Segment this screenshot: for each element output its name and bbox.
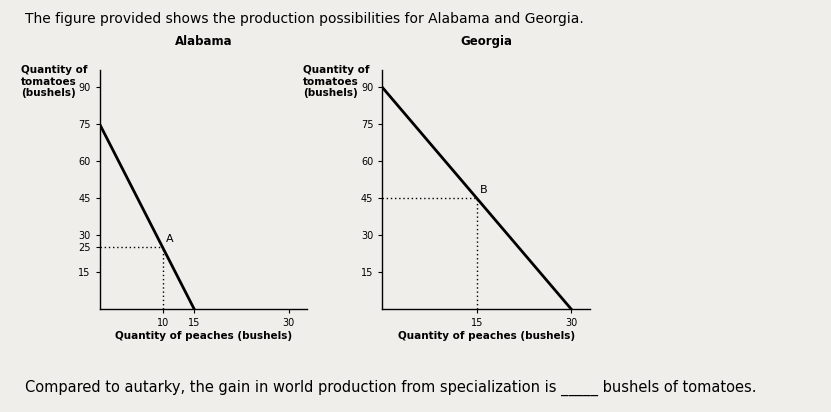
Text: Quantity of
tomatoes
(bushels): Quantity of tomatoes (bushels)	[303, 65, 370, 98]
Text: Compared to autarky, the gain in world production from specialization is _____ b: Compared to autarky, the gain in world p…	[25, 379, 756, 396]
X-axis label: Quantity of peaches (bushels): Quantity of peaches (bushels)	[397, 331, 575, 341]
Text: Quantity of
tomatoes
(bushels): Quantity of tomatoes (bushels)	[21, 65, 87, 98]
X-axis label: Quantity of peaches (bushels): Quantity of peaches (bushels)	[115, 331, 293, 341]
Text: B: B	[479, 185, 488, 195]
Title: Alabama: Alabama	[175, 35, 233, 48]
Text: A: A	[166, 234, 174, 244]
Text: The figure provided shows the production possibilities for Alabama and Georgia.: The figure provided shows the production…	[25, 12, 583, 26]
Title: Georgia: Georgia	[460, 35, 512, 48]
